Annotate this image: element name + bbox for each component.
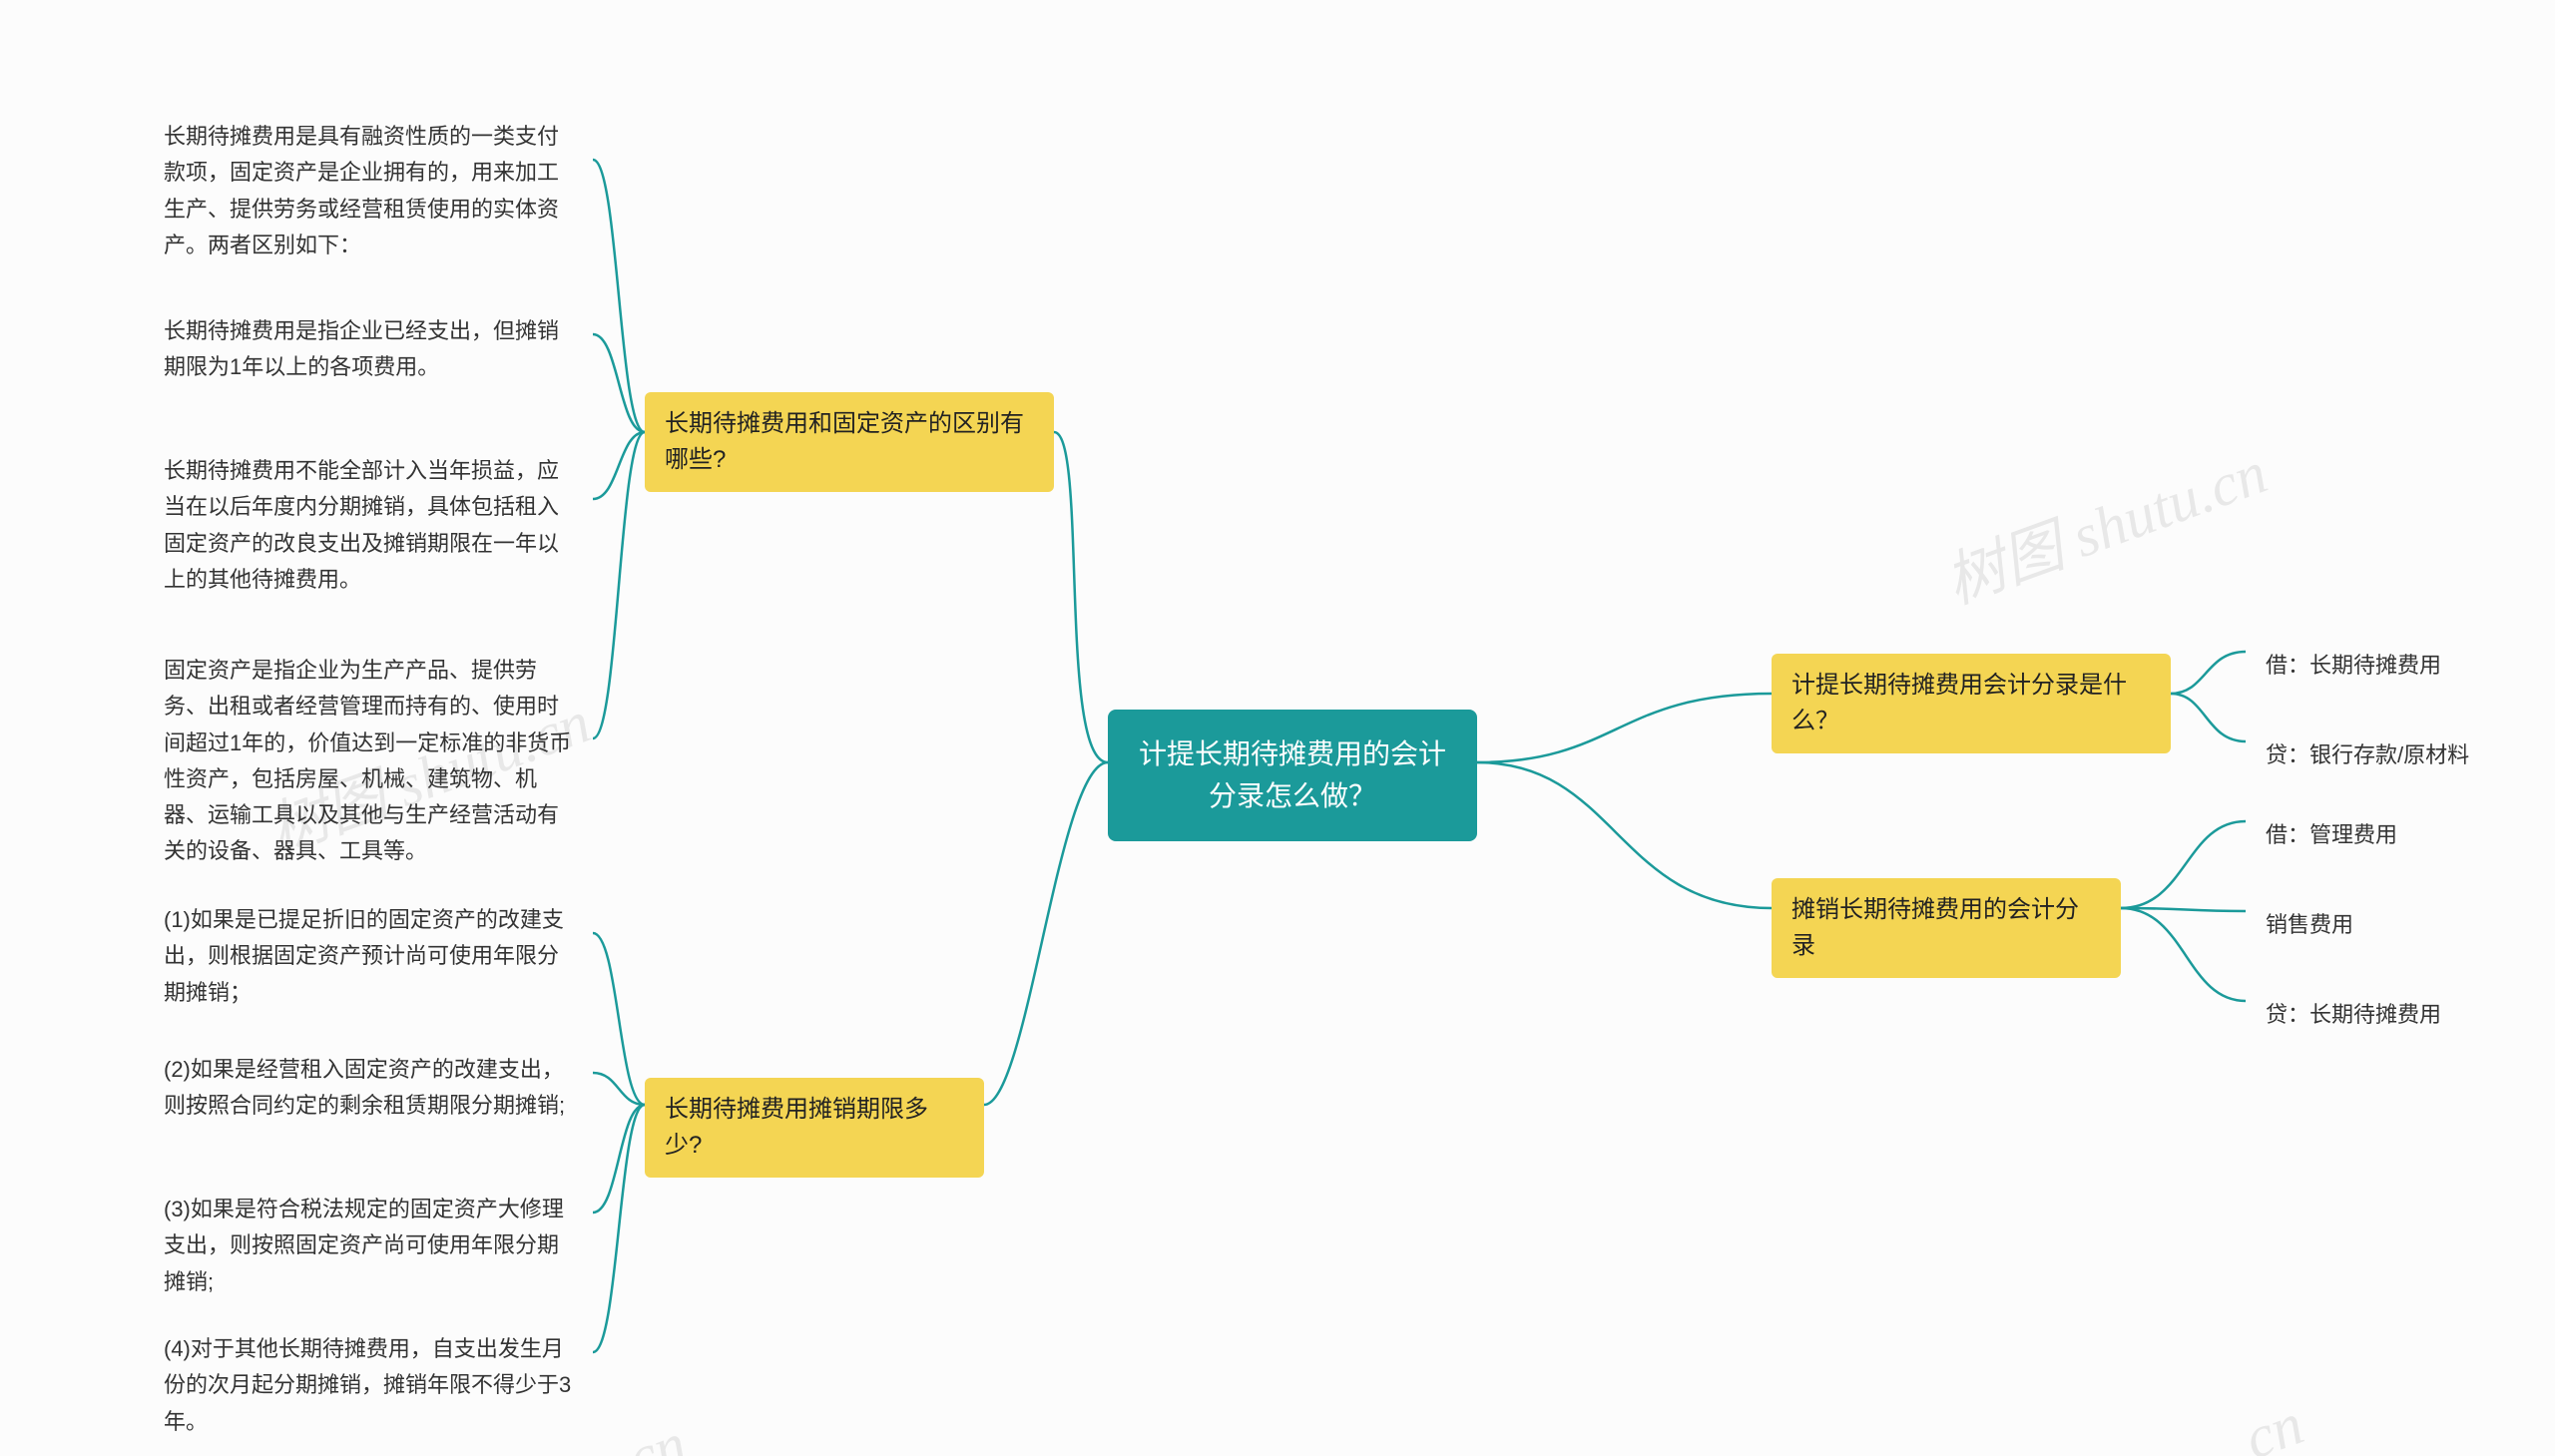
root-text: 计提长期待摊费用的会计分录怎么做？ <box>1139 738 1446 811</box>
branch-l1[interactable]: 长期待摊费用和固定资产的区别有哪些? <box>645 392 1054 492</box>
leaf-l2-3: (4)对于其他长期待摊费用，自支出发生月份的次月起分期摊销，摊销年限不得少于3年… <box>144 1317 593 1454</box>
leaf-r2-0: 借：管理费用 <box>2246 803 2445 867</box>
leaf-l1-3: 固定资产是指企业为生产产品、提供劳务、出租或者经营管理而持有的、使用时间超过1年… <box>144 639 593 884</box>
leaf-l1-1: 长期待摊费用是指企业已经支出，但摊销期限为1年以上的各项费用。 <box>144 299 593 400</box>
leaf-r2-1: 销售费用 <box>2246 893 2395 957</box>
root-node[interactable]: 计提长期待摊费用的会计分录怎么做？ <box>1108 710 1477 841</box>
watermark: cn <box>2236 1389 2312 1456</box>
leaf-r1-1: 贷：银行存款/原材料 <box>2246 724 2505 787</box>
branch-l1-text: 长期待摊费用和固定资产的区别有哪些? <box>665 410 1024 473</box>
branch-l2[interactable]: 长期待摊费用摊销期限多少? <box>645 1078 984 1178</box>
watermark: 树图 shutu.cn <box>1931 424 2277 621</box>
branch-r1-text: 计提长期待摊费用会计分录是什么？ <box>1791 672 2127 734</box>
leaf-l2-1: (2)如果是经营租入固定资产的改建支出，则按照合同约定的剩余租赁期限分期摊销; <box>144 1038 593 1139</box>
leaf-l2-2: (3)如果是符合税法规定的固定资产大修理支出，则按照固定资产尚可使用年限分期摊销… <box>144 1178 593 1314</box>
branch-l2-text: 长期待摊费用摊销期限多少? <box>665 1096 928 1159</box>
leaf-r2-2: 贷：长期待摊费用 <box>2246 983 2475 1047</box>
leaf-l1-0: 长期待摊费用是具有融资性质的一类支付款项，固定资产是企业拥有的，用来加工生产、提… <box>144 105 593 277</box>
branch-r2-text: 摊销长期待摊费用的会计分录 <box>1791 896 2079 959</box>
watermark: cn <box>619 1409 696 1456</box>
leaf-l1-2: 长期待摊费用不能全部计入当年损益，应当在以后年度内分期摊销，具体包括租入固定资产… <box>144 439 593 612</box>
branch-r1[interactable]: 计提长期待摊费用会计分录是什么？ <box>1772 654 2171 753</box>
leaf-l2-0: (1)如果是已提足折旧的固定资产的改建支出，则根据固定资产预计尚可使用年限分期摊… <box>144 888 593 1025</box>
branch-r2[interactable]: 摊销长期待摊费用的会计分录 <box>1772 878 2121 978</box>
leaf-r1-0: 借：长期待摊费用 <box>2246 634 2475 698</box>
